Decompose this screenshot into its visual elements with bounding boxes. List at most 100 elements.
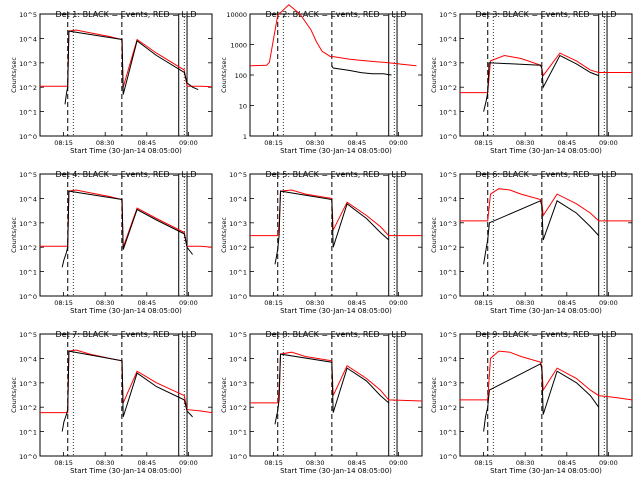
x-tick-label: 08:15 (264, 139, 283, 147)
series-line-lld (250, 189, 422, 237)
y-tick-label: 10^1 (19, 269, 37, 277)
y-tick-label: 10^4 (229, 195, 247, 203)
series-line-events (61, 350, 193, 432)
x-tick-label: 08:30 (306, 459, 325, 467)
x-tick-label: 08:45 (347, 139, 366, 147)
y-tick-label: 10^5 (229, 171, 247, 179)
y-tick-label: 10^3 (229, 220, 247, 228)
x-tick-label: 08:15 (474, 139, 493, 147)
x-tick-label: 09:00 (179, 299, 198, 307)
series-line-lld (40, 349, 213, 414)
y-tick-label: 10^1 (439, 429, 457, 437)
y-axis-label: Counts/sec (10, 377, 18, 413)
series-line-events (483, 200, 600, 265)
y-tick-label: 10^5 (439, 171, 457, 179)
series-line-events (274, 353, 390, 425)
plot-frame (249, 13, 423, 137)
y-tick-label: 10^1 (19, 109, 37, 117)
plot-frame (249, 333, 423, 457)
panel-det-6: Det 6: BLACK = Events, RED = LLD 10^0 10^1… (430, 170, 633, 315)
y-tick-label: 10^5 (229, 331, 247, 339)
panel-title: Det 7: BLACK = Events, RED = LLD (56, 330, 197, 339)
panel-title: Det 4: BLACK = Events, RED = LLD (56, 170, 197, 179)
x-tick-label: 08:45 (347, 299, 366, 307)
x-tick-label: 09:00 (389, 459, 408, 467)
y-tick-label: 10^0 (439, 133, 457, 141)
y-tick-label: 10^4 (439, 355, 457, 363)
y-tick-label: 10^1 (439, 109, 457, 117)
series-line-events (483, 363, 600, 432)
y-tick-label: 10^2 (19, 404, 37, 412)
x-tick-label: 08:15 (54, 299, 73, 307)
x-tick-label: 08:15 (474, 459, 493, 467)
x-tick-label: 08:30 (516, 459, 535, 467)
series-line-events (483, 54, 599, 112)
series-line-events (64, 30, 199, 105)
series-line-events (274, 190, 390, 265)
plot-frame (459, 13, 633, 137)
y-tick-label: 10^2 (229, 244, 247, 252)
panel-title: Det 8: BLACK = Events, RED = LLD (266, 330, 407, 339)
y-tick-label: 10^5 (19, 11, 37, 19)
y-tick-label: 10^2 (19, 244, 37, 252)
plot-frame (39, 173, 213, 297)
y-tick-label: 100 (235, 72, 247, 80)
x-tick-label: 08:15 (264, 299, 283, 307)
y-tick-label: 10^1 (229, 429, 247, 437)
y-tick-label: 1 (243, 133, 247, 141)
y-tick-label: 10^0 (229, 293, 247, 301)
x-tick-label: 09:00 (389, 139, 408, 147)
x-axis-label: Start Time (30-Jan-14 08:05:00) (280, 307, 392, 315)
x-tick-label: 09:00 (179, 459, 198, 467)
x-axis-label: Start Time (30-Jan-14 08:05:00) (490, 467, 602, 475)
y-tick-label: 10^5 (19, 331, 37, 339)
y-axis-label: Counts/sec (430, 57, 438, 93)
panel-title: Det 1: BLACK = Events, RED = LLD (56, 10, 197, 19)
y-axis-label: Counts/sec (220, 217, 228, 253)
y-tick-label: 10^0 (439, 453, 457, 461)
series-line-lld (250, 351, 423, 404)
y-tick-label: 10^2 (19, 84, 37, 92)
y-tick-label: 10^0 (229, 453, 247, 461)
x-tick-label: 08:30 (306, 299, 325, 307)
x-tick-label: 08:15 (474, 299, 493, 307)
plot-frame (39, 333, 213, 457)
y-tick-label: 10^2 (439, 244, 457, 252)
y-tick-label: 10^0 (19, 133, 37, 141)
x-tick-label: 08:15 (264, 459, 283, 467)
plot-frame (249, 173, 423, 297)
x-tick-label: 09:00 (179, 139, 198, 147)
series-line-lld (40, 189, 213, 248)
y-tick-label: 10^4 (439, 195, 457, 203)
x-tick-label: 08:30 (516, 299, 535, 307)
panel-det-1: Det 1: BLACK = Events, RED = LLD 10^0 10^1… (10, 10, 213, 155)
y-tick-label: 10^4 (19, 195, 37, 203)
x-tick-label: 08:30 (96, 139, 115, 147)
y-tick-label: 10^4 (19, 35, 37, 43)
y-tick-label: 10^5 (439, 331, 457, 339)
y-tick-label: 10^3 (19, 220, 37, 228)
y-axis-label: Counts/sec (220, 57, 228, 93)
y-axis-label: Counts/sec (430, 377, 438, 413)
y-axis-label: Counts/sec (10, 217, 18, 253)
y-axis-label: Counts/sec (220, 377, 228, 413)
series-line-events (61, 190, 193, 268)
x-tick-label: 08:15 (54, 139, 73, 147)
x-tick-label: 08:15 (54, 459, 73, 467)
panel-title: Det 2: BLACK = Events, RED = LLD (266, 10, 407, 19)
x-tick-label: 08:45 (137, 459, 156, 467)
y-tick-label: 10^2 (439, 84, 457, 92)
x-axis-label: Start Time (30-Jan-14 08:05:00) (70, 307, 182, 315)
x-tick-label: 09:00 (599, 459, 618, 467)
x-axis-label: Start Time (30-Jan-14 08:05:00) (70, 147, 182, 155)
y-tick-label: 10^4 (19, 355, 37, 363)
x-tick-label: 08:45 (137, 139, 156, 147)
x-axis-label: Start Time (30-Jan-14 08:05:00) (280, 147, 392, 155)
y-tick-label: 10^0 (19, 293, 37, 301)
y-tick-label: 10000 (226, 11, 247, 19)
plot-frame (459, 333, 633, 457)
panel-det-8: Det 8: BLACK = Events, RED = LLD 10^0 10^1… (220, 330, 423, 475)
y-tick-label: 10^1 (19, 429, 37, 437)
